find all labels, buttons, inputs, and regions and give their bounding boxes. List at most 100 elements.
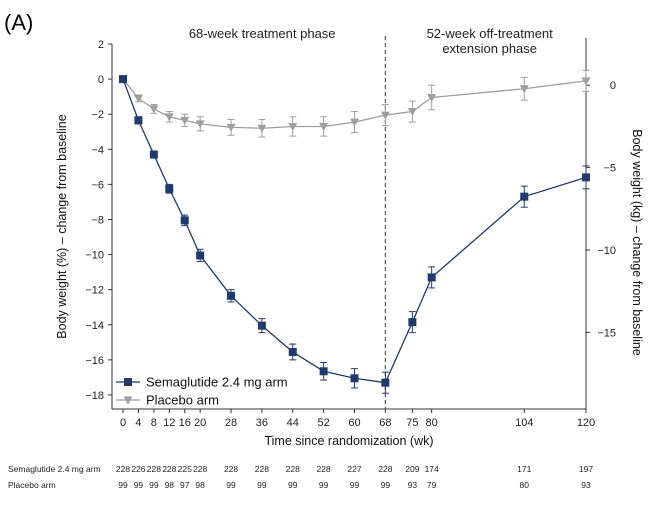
- at-risk-value: 99: [381, 480, 391, 490]
- at-risk-value: 93: [408, 480, 418, 490]
- series-layer: [118, 69, 591, 394]
- at-risk-row-label: Semaglutide 2.4 mg arm: [8, 464, 101, 474]
- legend-marker: [123, 396, 133, 405]
- at-risk-row: Semaglutide 2.4 mg arm 228 226 228 228 225 228…: [8, 464, 593, 474]
- series-line: [122, 78, 587, 129]
- data-point: [196, 251, 205, 260]
- legend-item-semaglutide: Semaglutide 2.4 mg arm: [116, 375, 288, 390]
- at-risk-value: 99: [288, 480, 298, 490]
- data-point: [180, 116, 190, 125]
- legend-label: Semaglutide 2.4 mg arm: [146, 375, 288, 390]
- at-risk-value: 228: [224, 464, 238, 474]
- at-risk-value: 80: [520, 480, 530, 490]
- y2-tick-label: −15: [597, 327, 616, 339]
- at-risk-value: 98: [165, 480, 175, 490]
- at-risk-value: 174: [425, 464, 439, 474]
- phase-title: 68-week treatment phase: [189, 26, 336, 41]
- at-risk-value: 99: [257, 480, 267, 490]
- y-tick-label: 0: [98, 74, 104, 86]
- data-point: [133, 94, 143, 103]
- at-risk-value: 228: [286, 464, 300, 474]
- phase-titles: 68-week treatment phase 52-week off-treat…: [189, 26, 553, 56]
- at-risk-value: 99: [226, 480, 236, 490]
- legend-item-placebo: Placebo arm: [116, 393, 219, 408]
- at-risk-row-label: Placebo arm: [8, 480, 56, 490]
- at-risk-value: 228: [193, 464, 207, 474]
- data-point: [581, 77, 591, 86]
- x-tick-label: 20: [194, 417, 206, 429]
- y-tick-label: 2: [98, 39, 104, 51]
- x-tick-label: 120: [577, 417, 595, 429]
- legend-marker: [124, 378, 132, 386]
- x-tick-label: 80: [426, 417, 438, 429]
- legend-label: Placebo arm: [146, 393, 219, 408]
- at-risk-value: 228: [116, 464, 130, 474]
- y-tick-label: −8: [91, 214, 104, 226]
- phase-title: 52-week off-treatment: [427, 26, 554, 41]
- at-risk-value: 209: [405, 464, 419, 474]
- y2-tick-label: −10: [597, 245, 616, 257]
- data-point: [427, 273, 436, 282]
- x-tick-label: 52: [318, 417, 330, 429]
- at-risk-value: 228: [378, 464, 392, 474]
- at-risk-value: 97: [180, 480, 190, 490]
- data-point: [134, 116, 143, 125]
- x-tick-label: 36: [256, 417, 268, 429]
- data-point: [164, 113, 174, 122]
- y-tick-label: −14: [85, 320, 104, 332]
- x-tick-label: 8: [151, 417, 157, 429]
- x-tick-label: 16: [179, 417, 191, 429]
- at-risk-table: Semaglutide 2.4 mg arm 228 226 228 228 225 228…: [8, 464, 593, 490]
- at-risk-value: 93: [581, 480, 591, 490]
- x-tick-label: 60: [348, 417, 360, 429]
- at-risk-value: 228: [255, 464, 269, 474]
- x-tick-label: 68: [379, 417, 391, 429]
- y2-axis-title: Body weight (kg) – change from baseline: [630, 129, 644, 356]
- data-point: [519, 85, 529, 94]
- y2-tick-label: −5: [603, 163, 616, 175]
- data-point: [350, 118, 359, 127]
- at-risk-value: 227: [347, 464, 361, 474]
- y-ticks-right: 0 −5 −10 −15: [586, 80, 616, 339]
- data-point: [319, 122, 329, 131]
- at-risk-value: 98: [195, 480, 205, 490]
- data-point: [226, 123, 236, 132]
- x-tick-label: 75: [406, 417, 418, 429]
- x-tick-label: 104: [515, 417, 533, 429]
- x-tick-label: 4: [135, 417, 141, 429]
- y-tick-label: −2: [91, 109, 104, 121]
- data-point: [288, 122, 298, 131]
- data-point: [288, 347, 297, 356]
- y-ticks-left: 2 0 −2 −4 −6 −8 −10 −12 −14 −16 −18: [85, 39, 112, 402]
- data-point: [408, 318, 417, 327]
- axes: [111, 38, 587, 410]
- y-tick-label: −12: [85, 285, 104, 297]
- panel-label: (A): [4, 10, 33, 35]
- at-risk-value: 171: [517, 464, 531, 474]
- semaglutide-series: [119, 75, 590, 394]
- data-point: [195, 120, 205, 129]
- at-risk-value: 99: [319, 480, 329, 490]
- data-point: [257, 321, 266, 330]
- x-axis-title: Time since randomization (wk): [264, 434, 433, 448]
- y-tick-label: −18: [85, 390, 104, 402]
- at-risk-value: 226: [131, 464, 145, 474]
- x-ticks: 0 4 8 12 16 20 28 36 44 52 60 68 75 80 104 120: [120, 409, 595, 429]
- at-risk-value: 225: [178, 464, 192, 474]
- data-point: [582, 173, 590, 182]
- at-risk-value: 99: [149, 480, 159, 490]
- x-tick-label: 12: [163, 417, 175, 429]
- data-point: [227, 291, 236, 300]
- y-axis-title: Body weight (%) – change from baseline: [55, 114, 69, 338]
- data-point: [119, 75, 127, 84]
- data-point: [380, 111, 390, 120]
- data-point: [165, 184, 174, 193]
- at-risk-value: 228: [147, 464, 161, 474]
- x-tick-label: 0: [120, 417, 126, 429]
- x-tick-label: 28: [225, 417, 237, 429]
- x-tick-label: 44: [287, 417, 299, 429]
- at-risk-value: 99: [350, 480, 360, 490]
- placebo-series: [118, 69, 591, 138]
- y-tick-label: −6: [91, 179, 104, 191]
